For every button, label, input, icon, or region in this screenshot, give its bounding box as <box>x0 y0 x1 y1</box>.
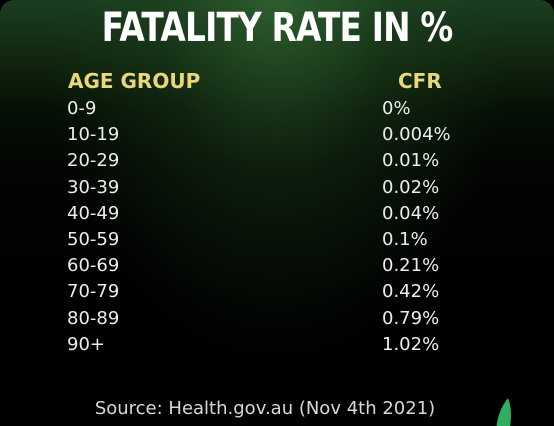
age-group-cell: 20-29 <box>67 150 120 172</box>
age-group-cell: 50-59 <box>67 228 120 250</box>
table-row: 10-19 0.004% <box>0 122 554 148</box>
cfr-cell: 0.02% <box>382 176 440 198</box>
age-group-cell: 40-49 <box>67 202 120 224</box>
age-group-cell: 70-79 <box>67 281 120 303</box>
age-group-cell: 0-9 <box>67 98 97 119</box>
cfr-cell: 0% <box>382 98 411 119</box>
age-group-cell: 30-39 <box>67 176 120 198</box>
table-row: 70-79 0.42% <box>0 279 554 305</box>
cfr-cell: 1.02% <box>382 333 440 355</box>
cfr-cell: 0.01% <box>382 150 440 172</box>
source-note: Source: Health.gov.au (Nov 4th 2021) <box>94 398 436 419</box>
age-group-cell: 80-89 <box>67 307 120 329</box>
data-table: 0-9 0% 10-19 0.004% 20-29 0.01% 30-39 0.… <box>0 96 554 358</box>
cfr-cell: 0.1% <box>382 228 428 250</box>
table-row: 30-39 0.02% <box>0 175 554 201</box>
cfr-cell: 0.42% <box>382 281 440 303</box>
table-row: 40-49 0.04% <box>0 201 554 227</box>
leaf-shape <box>496 398 511 426</box>
table-row: 90+ 1.02% <box>0 332 554 358</box>
cfr-cell: 0.79% <box>382 307 440 329</box>
cfr-cell: 0.04% <box>382 202 440 224</box>
column-header-age-group: AGE GROUP <box>68 69 201 93</box>
cfr-cell: 0.004% <box>382 124 451 146</box>
table-row: 50-59 0.1% <box>0 227 554 253</box>
chart-title: FATALITY RATE IN % <box>101 5 454 51</box>
cfr-cell: 0.21% <box>382 255 440 277</box>
column-header-cfr: CFR <box>398 69 442 93</box>
table-row: 80-89 0.79% <box>0 306 554 332</box>
age-group-cell: 10-19 <box>67 124 120 146</box>
green-leaf-icon <box>496 398 511 426</box>
table-row: 60-69 0.21% <box>0 253 554 279</box>
age-group-cell: 60-69 <box>67 255 120 277</box>
age-group-cell: 90+ <box>67 333 105 355</box>
table-row: 0-9 0% <box>0 96 554 122</box>
table-row: 20-29 0.01% <box>0 148 554 174</box>
